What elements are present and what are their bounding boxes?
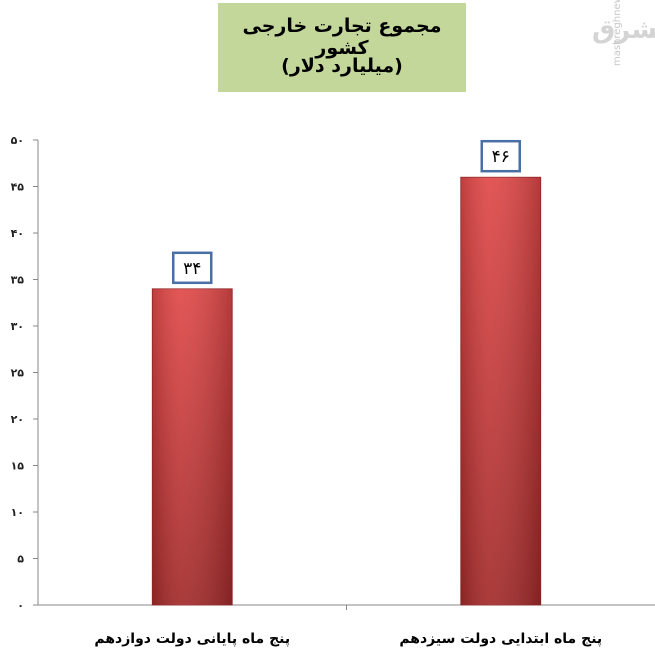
y-tick-label: ۳۰ <box>11 320 24 333</box>
chart-title: مجموع تجارت خارجی کشور <box>242 15 442 59</box>
chart-title-box: مجموع تجارت خارجی کشور (میلیارد دلار) <box>218 3 466 92</box>
y-tick-label: ۱۵ <box>11 460 25 473</box>
chart-bars <box>151 176 542 606</box>
chart-subtitle: (میلیارد دلار) <box>281 55 403 77</box>
y-tick-label: ۵۰ <box>11 134 24 147</box>
y-tick-label: ۵ <box>17 553 24 566</box>
x-category-label: پنج ماه ابتدایی دولت سیزدهم <box>399 631 602 647</box>
y-tick-label: ۰ <box>17 599 24 612</box>
data-label: ۳۴ <box>183 259 201 279</box>
watermark-logo: مشرق mashreghnews.ir <box>582 0 655 124</box>
y-tick-label: ۴۵ <box>11 181 25 194</box>
x-category-label: پنج ماه پایانی دولت دوازدهم <box>94 631 290 647</box>
data-label-box <box>172 251 213 285</box>
y-tick-label: ۲۰ <box>11 413 24 426</box>
chart-axes: ۰ ۵ ۱۰ ۱۵ ۲۰ ۲۵ ۳۰ ۳۵ ۴۰ ۴۵ ۵۰ <box>11 134 655 612</box>
data-label: ۴۶ <box>492 147 510 167</box>
data-label-box <box>480 139 521 173</box>
y-tick-label: ۱۰ <box>11 506 24 519</box>
y-tick-label: ۳۵ <box>11 274 25 287</box>
bar-shade <box>152 288 233 605</box>
chart-labels: ۳۴ پنج ماه پایانی دولت دوازدهم ۴۶ پنج ماه ا… <box>94 139 602 647</box>
y-tick-label: ۴۰ <box>11 227 24 240</box>
y-tick-label: ۲۵ <box>11 367 25 380</box>
bar-shade <box>460 177 541 605</box>
